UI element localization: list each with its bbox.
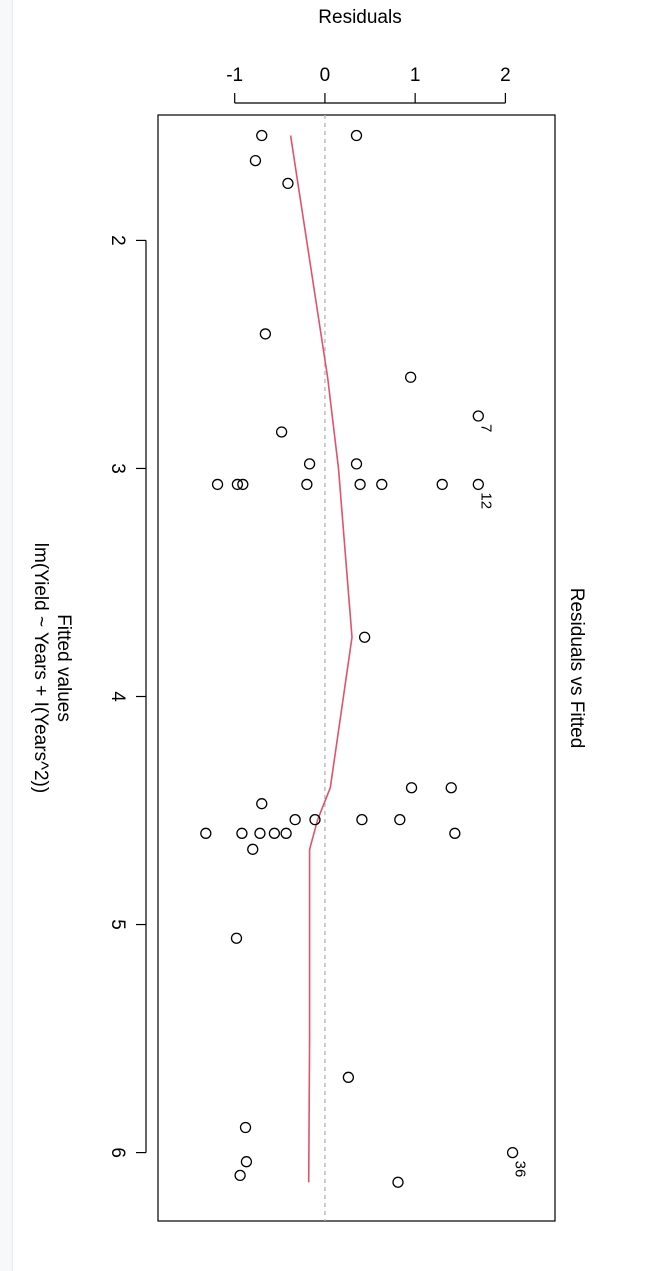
- page-left-rule: [0, 0, 13, 1271]
- data-point: [449, 827, 461, 839]
- point-label: 12: [477, 492, 494, 509]
- data-point: [256, 798, 268, 810]
- data-point: [289, 813, 301, 826]
- data-point: [394, 813, 406, 826]
- fitted-tick-label: 5: [107, 919, 128, 930]
- residual-tick-label: -1: [226, 65, 243, 86]
- data-point: [259, 328, 272, 340]
- data-point: [301, 478, 313, 491]
- x-axis-subtitle: lm(Yield ~ Years + I(Years^2)): [30, 543, 51, 793]
- smooth-line-group: [289, 135, 353, 1183]
- residual-axis: -1 0 1 2: [226, 65, 511, 104]
- data-point: [358, 631, 371, 643]
- data-point: [211, 478, 224, 491]
- data-point: [354, 478, 366, 491]
- chart-title: Residuals vs Fitted: [566, 588, 587, 749]
- data-point: [472, 478, 484, 491]
- data-point: [404, 371, 417, 383]
- data-point: [506, 1146, 519, 1159]
- data-point: [350, 458, 363, 470]
- data-point: [342, 1071, 355, 1083]
- data-point: [254, 827, 266, 839]
- data-point: [376, 478, 388, 491]
- data-point: [472, 410, 484, 422]
- smooth-line: [289, 135, 353, 1183]
- data-point: [247, 843, 259, 855]
- data-point: [309, 813, 321, 826]
- point-label: 36: [512, 1161, 529, 1178]
- residual-tick-label: 2: [500, 65, 511, 86]
- data-point: [280, 827, 292, 839]
- fitted-tick-label: 2: [107, 235, 128, 246]
- data-point: [234, 1169, 246, 1182]
- data-point: [445, 782, 457, 794]
- fitted-tick-label: 4: [107, 691, 128, 702]
- data-point: [200, 827, 212, 839]
- plot-frame: [157, 114, 556, 1222]
- data-point: [230, 932, 243, 944]
- residual-tick-label: 0: [320, 65, 331, 86]
- data-point: [436, 478, 448, 491]
- points-group: [200, 129, 519, 1188]
- data-point: [237, 478, 249, 491]
- point-label: 7: [477, 424, 494, 432]
- data-point: [405, 782, 418, 794]
- data-point: [356, 813, 368, 826]
- data-point: [236, 827, 248, 839]
- x-axis-title: Fitted values: [53, 614, 74, 722]
- data-point: [249, 154, 262, 167]
- data-point: [239, 1121, 252, 1134]
- data-point: [275, 426, 288, 438]
- y-axis-title: Residuals: [318, 7, 401, 28]
- residual-tick-label: 1: [410, 65, 421, 86]
- fitted-axis: 2 3 4 5 6: [107, 235, 147, 1158]
- data-point: [268, 827, 281, 839]
- data-point: [392, 1176, 404, 1188]
- fitted-tick-label: 3: [107, 463, 128, 474]
- data-point: [282, 177, 294, 190]
- data-point: [256, 129, 268, 142]
- data-point: [240, 1156, 253, 1168]
- data-point: [231, 478, 244, 491]
- data-point: [350, 129, 363, 142]
- point-labels-group: 7 12 36: [477, 424, 528, 1177]
- data-point: [303, 458, 316, 470]
- fitted-tick-label: 6: [107, 1147, 128, 1158]
